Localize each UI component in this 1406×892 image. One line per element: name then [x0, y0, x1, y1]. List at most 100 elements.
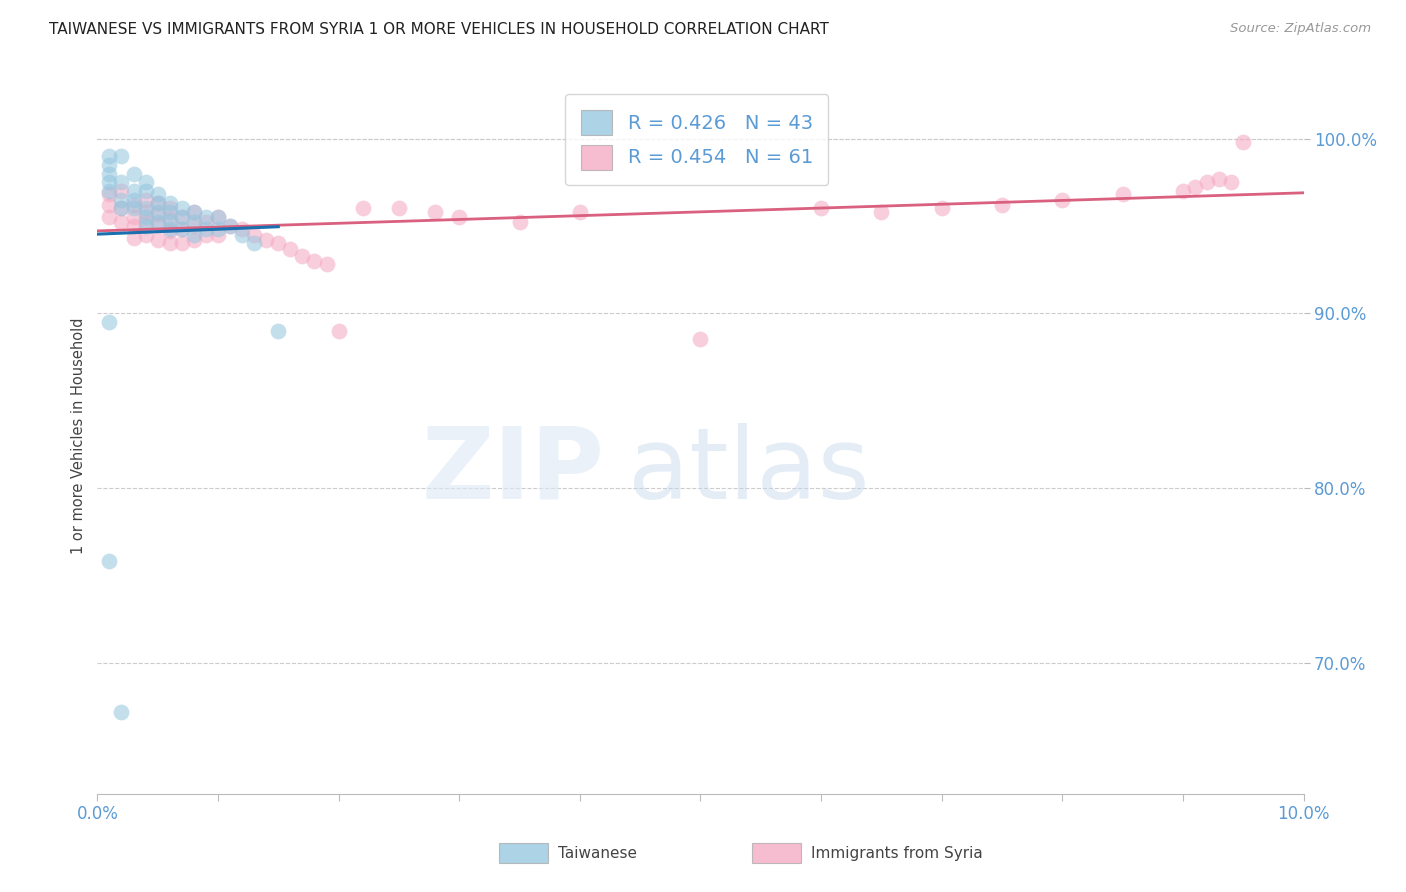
- Point: [278, 242, 301, 256]
- Text: ZIP: ZIP: [420, 423, 605, 520]
- Point: [122, 198, 145, 212]
- Point: [267, 324, 290, 338]
- Y-axis label: 1 or more Vehicles in Household: 1 or more Vehicles in Household: [72, 318, 86, 554]
- Point: [243, 236, 266, 251]
- Point: [122, 184, 145, 198]
- Point: [98, 187, 121, 202]
- Point: [423, 205, 446, 219]
- Point: [170, 210, 193, 224]
- Point: [194, 210, 217, 224]
- Point: [98, 167, 121, 181]
- Text: Immigrants from Syria: Immigrants from Syria: [811, 847, 983, 861]
- Point: [159, 211, 181, 226]
- Point: [254, 233, 277, 247]
- Point: [159, 213, 181, 227]
- Point: [183, 227, 205, 242]
- Point: [183, 219, 205, 233]
- Point: [122, 167, 145, 181]
- Point: [449, 210, 471, 224]
- Point: [146, 233, 169, 247]
- Point: [135, 184, 157, 198]
- Point: [159, 236, 181, 251]
- Point: [110, 193, 132, 207]
- Point: [194, 215, 217, 229]
- Point: [135, 219, 157, 233]
- Point: [159, 196, 181, 211]
- Point: [146, 215, 169, 229]
- Point: [159, 205, 181, 219]
- Point: [328, 324, 350, 338]
- Point: [1220, 175, 1243, 189]
- Point: [291, 249, 314, 263]
- Point: [231, 222, 253, 236]
- Text: TAIWANESE VS IMMIGRANTS FROM SYRIA 1 OR MORE VEHICLES IN HOUSEHOLD CORRELATION C: TAIWANESE VS IMMIGRANTS FROM SYRIA 1 OR …: [49, 22, 830, 37]
- Text: Taiwanese: Taiwanese: [558, 847, 637, 861]
- Point: [98, 198, 121, 212]
- Point: [207, 227, 229, 242]
- Point: [110, 705, 132, 719]
- Point: [231, 227, 253, 242]
- Point: [122, 219, 145, 233]
- Point: [1208, 171, 1230, 186]
- Point: [135, 227, 157, 242]
- Legend: R = 0.426   N = 43, R = 0.454   N = 61: R = 0.426 N = 43, R = 0.454 N = 61: [565, 95, 828, 186]
- Point: [183, 205, 205, 219]
- Point: [159, 202, 181, 216]
- Point: [98, 158, 121, 172]
- Point: [110, 175, 132, 189]
- Point: [1171, 184, 1194, 198]
- Point: [110, 215, 132, 229]
- Point: [1195, 175, 1218, 189]
- Point: [146, 207, 169, 221]
- Point: [135, 193, 157, 207]
- Point: [810, 202, 832, 216]
- Point: [352, 202, 374, 216]
- Point: [122, 231, 145, 245]
- Point: [98, 184, 121, 198]
- Point: [870, 205, 893, 219]
- Point: [98, 149, 121, 163]
- Point: [170, 222, 193, 236]
- Point: [159, 222, 181, 236]
- Point: [1052, 193, 1074, 207]
- Point: [98, 315, 121, 329]
- Point: [207, 222, 229, 236]
- Point: [219, 219, 242, 233]
- Point: [689, 333, 711, 347]
- Point: [122, 193, 145, 207]
- Point: [991, 198, 1014, 212]
- Point: [207, 210, 229, 224]
- Point: [931, 202, 953, 216]
- Point: [146, 205, 169, 219]
- Point: [122, 202, 145, 216]
- Point: [135, 215, 157, 229]
- Point: [207, 210, 229, 224]
- Point: [135, 210, 157, 224]
- Point: [135, 205, 157, 219]
- Point: [122, 210, 145, 224]
- Point: [568, 205, 591, 219]
- Text: atlas: atlas: [628, 423, 870, 520]
- Point: [388, 202, 411, 216]
- Point: [194, 222, 217, 236]
- Point: [183, 205, 205, 219]
- Point: [146, 187, 169, 202]
- Point: [315, 257, 337, 271]
- Point: [110, 202, 132, 216]
- Point: [98, 175, 121, 189]
- Point: [304, 253, 326, 268]
- Point: [183, 215, 205, 229]
- Point: [135, 202, 157, 216]
- Text: Source: ZipAtlas.com: Source: ZipAtlas.com: [1230, 22, 1371, 36]
- Point: [170, 236, 193, 251]
- Point: [1184, 180, 1206, 194]
- Point: [159, 224, 181, 238]
- Point: [98, 210, 121, 224]
- Point: [170, 202, 193, 216]
- Point: [1111, 187, 1133, 202]
- Point: [194, 227, 217, 242]
- Point: [1232, 135, 1254, 149]
- Point: [135, 175, 157, 189]
- Point: [243, 227, 266, 242]
- Point: [146, 217, 169, 231]
